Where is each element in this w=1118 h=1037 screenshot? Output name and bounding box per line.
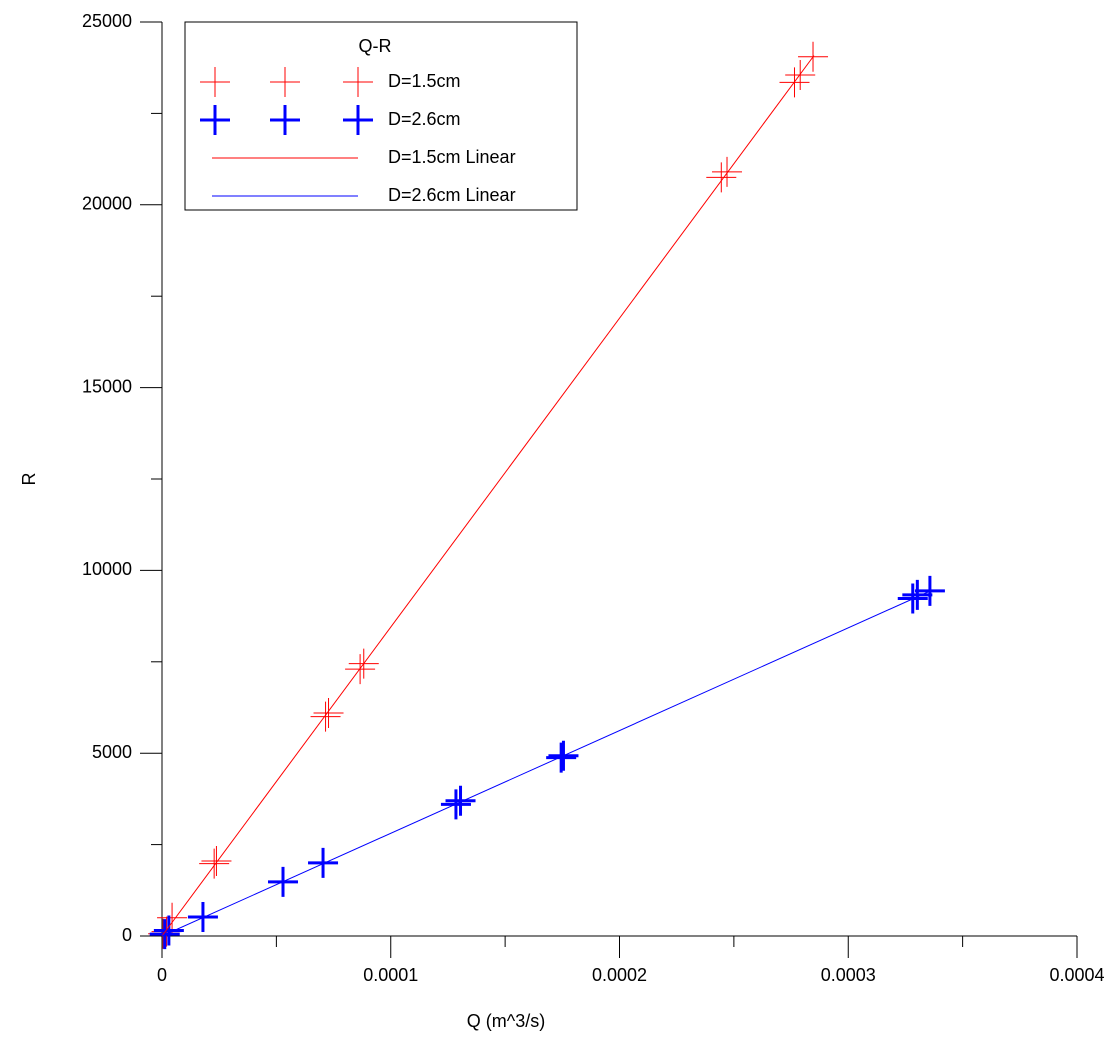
- y-tick-label: 25000: [82, 11, 132, 31]
- fit-line: [161, 590, 931, 937]
- data-point: [201, 846, 232, 877]
- x-tick-label: 0: [157, 965, 167, 985]
- y-tick-label: 20000: [82, 194, 132, 214]
- data-point: [153, 915, 184, 946]
- data-point: [785, 60, 816, 91]
- legend-marker: [200, 67, 230, 97]
- legend-marker: [343, 105, 373, 135]
- data-point: [187, 901, 218, 932]
- legend-label: D=1.5cm: [388, 71, 461, 91]
- x-tick-label: 0.0001: [363, 965, 418, 985]
- y-tick-label: 15000: [82, 376, 132, 396]
- x-axis-label: Q (m^3/s): [467, 1011, 545, 1031]
- data-point: [712, 156, 743, 187]
- legend-marker: [343, 67, 373, 97]
- data-point: [149, 919, 180, 950]
- data-point: [902, 579, 933, 610]
- data-point: [445, 785, 476, 816]
- y-axis-label: R: [19, 473, 39, 486]
- legend-label: D=2.6cm: [388, 109, 461, 129]
- data-point: [310, 701, 341, 732]
- y-tick-label: 10000: [82, 559, 132, 579]
- data-point: [313, 697, 344, 728]
- x-tick-label: 0.0002: [592, 965, 647, 985]
- legend-marker: [270, 105, 300, 135]
- data-point: [308, 847, 339, 878]
- legend-box: [184, 21, 578, 211]
- data-point: [706, 162, 737, 193]
- x-tick-label: 0.0003: [821, 965, 876, 985]
- data-point: [157, 902, 188, 933]
- legend-marker: [200, 105, 230, 135]
- legend-label: D=1.5cm Linear: [388, 147, 516, 167]
- legend-label: D=2.6cm Linear: [388, 185, 516, 205]
- data-point: [199, 848, 230, 879]
- fit-line: [161, 55, 815, 937]
- y-tick-label: 5000: [92, 742, 132, 762]
- y-tick-label: 0: [122, 925, 132, 945]
- data-point: [546, 742, 577, 773]
- legend-title: Q-R: [359, 36, 392, 56]
- legend-marker: [270, 67, 300, 97]
- x-tick-label: 0.0004: [1049, 965, 1104, 985]
